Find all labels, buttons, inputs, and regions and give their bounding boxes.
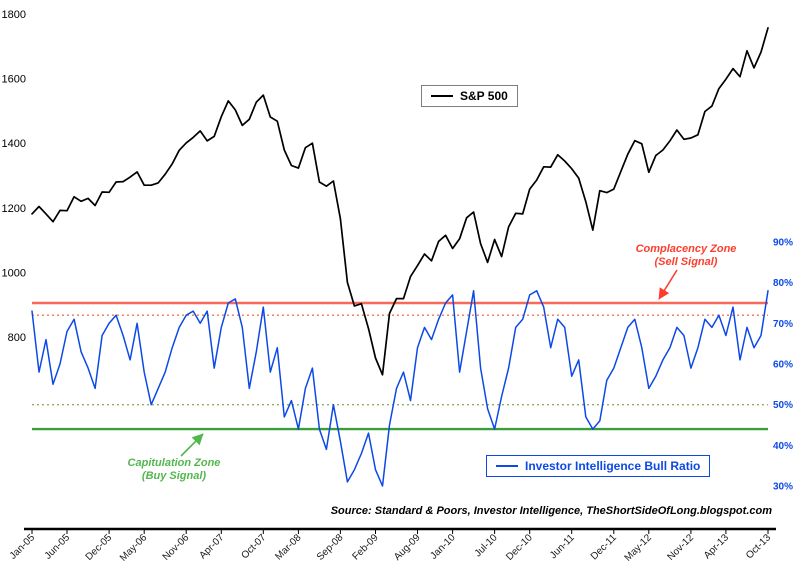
svg-text:Oct-13: Oct-13 [744, 532, 773, 561]
sp500-legend-label: S&P 500 [460, 89, 508, 103]
capitulation-annotation: Capitulation Zone (Buy Signal) [96, 457, 252, 483]
svg-text:May-12: May-12 [623, 532, 655, 564]
svg-text:Aug-09: Aug-09 [392, 532, 423, 563]
svg-text:30%: 30% [773, 482, 793, 493]
svg-text:Oct-07: Oct-07 [239, 532, 268, 561]
bull-ratio-legend: Investor Intelligence Bull Ratio [486, 455, 711, 477]
svg-text:May-06: May-06 [118, 532, 150, 564]
svg-text:Jan-05: Jan-05 [8, 532, 38, 562]
svg-text:Mar-08: Mar-08 [273, 532, 303, 562]
svg-text:Dec-11: Dec-11 [589, 532, 619, 562]
svg-text:Feb-09: Feb-09 [350, 532, 380, 562]
svg-text:1200: 1200 [2, 203, 26, 215]
svg-text:1000: 1000 [2, 267, 26, 279]
svg-text:Nov-06: Nov-06 [161, 532, 192, 563]
svg-text:70%: 70% [773, 319, 793, 330]
bull-ratio-legend-label: Investor Intelligence Bull Ratio [525, 459, 701, 473]
svg-text:Dec-10: Dec-10 [504, 532, 535, 563]
svg-text:Jun-05: Jun-05 [43, 532, 73, 562]
svg-text:Jun-11: Jun-11 [548, 532, 577, 561]
svg-text:80%: 80% [773, 278, 793, 289]
svg-text:40%: 40% [773, 441, 793, 452]
sp500-line-swatch [431, 95, 453, 97]
svg-text:1800: 1800 [2, 9, 26, 21]
svg-text:Jan-10: Jan-10 [428, 532, 458, 562]
complacency-annotation-line2: (Sell Signal) [654, 256, 718, 268]
bull-ratio-line-swatch [496, 465, 518, 467]
complacency-annotation: Complacency Zone (Sell Signal) [608, 243, 764, 269]
sp500-legend: S&P 500 [421, 85, 518, 107]
svg-text:90%: 90% [773, 238, 793, 249]
svg-text:1400: 1400 [2, 138, 26, 150]
svg-text:Dec-05: Dec-05 [84, 532, 115, 563]
complacency-annotation-line1: Complacency Zone [635, 243, 737, 255]
source-note: Source: Standard & Poors, Investor Intel… [330, 505, 772, 517]
capitulation-annotation-line1: Capitulation Zone [127, 457, 221, 469]
svg-text:Apr-13: Apr-13 [702, 532, 731, 561]
svg-text:800: 800 [8, 332, 26, 344]
svg-text:1600: 1600 [2, 74, 26, 86]
svg-text:60%: 60% [773, 360, 793, 371]
svg-text:50%: 50% [773, 400, 793, 411]
svg-text:Jul-10: Jul-10 [473, 532, 500, 559]
svg-text:Sep-08: Sep-08 [315, 532, 346, 563]
capitulation-annotation-line2: (Buy Signal) [141, 470, 207, 482]
svg-text:Apr-07: Apr-07 [197, 532, 226, 561]
svg-text:Nov-12: Nov-12 [665, 532, 696, 563]
